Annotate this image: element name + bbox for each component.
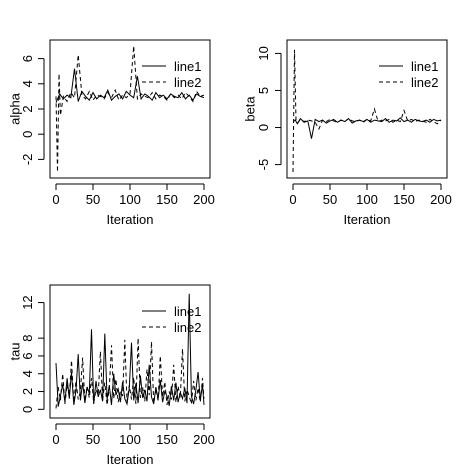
x-tick-label: 50 <box>323 192 337 207</box>
x-tick-label: 0 <box>289 192 296 207</box>
y-tick-label: -2 <box>20 154 35 166</box>
x-tick-label: 150 <box>156 192 178 207</box>
y-axis-label: alpha <box>8 92 23 125</box>
panel-alpha: 0 50 100 150 200 Iteration -2 0 2 4 6 alpha line1lin… <box>8 39 215 227</box>
x-tick-label: 100 <box>356 192 378 207</box>
y-tick-label: 12 <box>20 295 35 309</box>
x-tick-label: 150 <box>156 432 178 447</box>
legend-label: line1 <box>174 304 201 319</box>
x-axis: 0 50 100 150 200 <box>52 183 215 207</box>
y-tick-label: 8 <box>20 335 35 342</box>
x-axis-label: Iteration <box>107 452 154 467</box>
y-tick-label: 0 <box>20 406 35 413</box>
legend-label: line2 <box>174 320 201 335</box>
legend-label: line1 <box>174 59 201 74</box>
y-axis-label: beta <box>243 96 258 122</box>
plot-box <box>49 39 211 179</box>
x-axis-label: Iteration <box>344 212 391 227</box>
x-tick-label: 150 <box>393 192 415 207</box>
x-tick-label: 200 <box>193 432 215 447</box>
x-tick-label: 0 <box>52 432 59 447</box>
y-tick-label: 4 <box>20 370 35 377</box>
y-axis: -2 0 2 4 6 <box>20 55 45 166</box>
x-tick-label: 0 <box>52 192 59 207</box>
x-tick-label: 100 <box>119 432 141 447</box>
series-line2 <box>55 45 205 173</box>
y-tick-label: 10 <box>256 46 271 60</box>
panel-tau: 0 50 100 150 200 Iteration 0 2 4 6 8 12 tau line1line… <box>8 284 215 467</box>
y-tick-label: 0 <box>20 131 35 138</box>
x-axis: 0 50 100 150 200 <box>289 183 452 207</box>
y-tick-label: 0 <box>256 124 271 131</box>
y-tick-label: 6 <box>20 55 35 62</box>
x-tick-label: 200 <box>193 192 215 207</box>
panel-beta: 0 50 100 150 200 Iteration -5 0 5 10 beta line1line… <box>243 39 452 227</box>
series-line2 <box>292 49 442 173</box>
x-tick-label: 100 <box>119 192 141 207</box>
series-line2 <box>55 338 205 409</box>
y-axis-label: tau <box>8 342 23 360</box>
plot-box <box>49 284 211 419</box>
x-axis-label: Iteration <box>107 212 154 227</box>
legend-label: line1 <box>411 59 438 74</box>
y-tick-label: 2 <box>20 105 35 112</box>
x-axis: 0 50 100 150 200 <box>52 423 215 447</box>
y-tick-label: 4 <box>20 80 35 87</box>
y-tick-label: 5 <box>256 87 271 94</box>
y-axis: -5 0 5 10 <box>256 46 282 171</box>
x-tick-label: 200 <box>430 192 452 207</box>
legend-label: line2 <box>411 75 438 90</box>
x-tick-label: 50 <box>86 192 100 207</box>
y-tick-label: 2 <box>20 388 35 395</box>
y-axis: 0 2 4 6 8 12 <box>20 295 45 413</box>
x-tick-label: 50 <box>86 432 100 447</box>
series-line1 <box>292 117 442 139</box>
y-tick-label: 6 <box>20 352 35 359</box>
legend-label: line2 <box>174 75 201 90</box>
y-tick-label: -5 <box>256 159 271 171</box>
plot-box <box>286 39 448 179</box>
